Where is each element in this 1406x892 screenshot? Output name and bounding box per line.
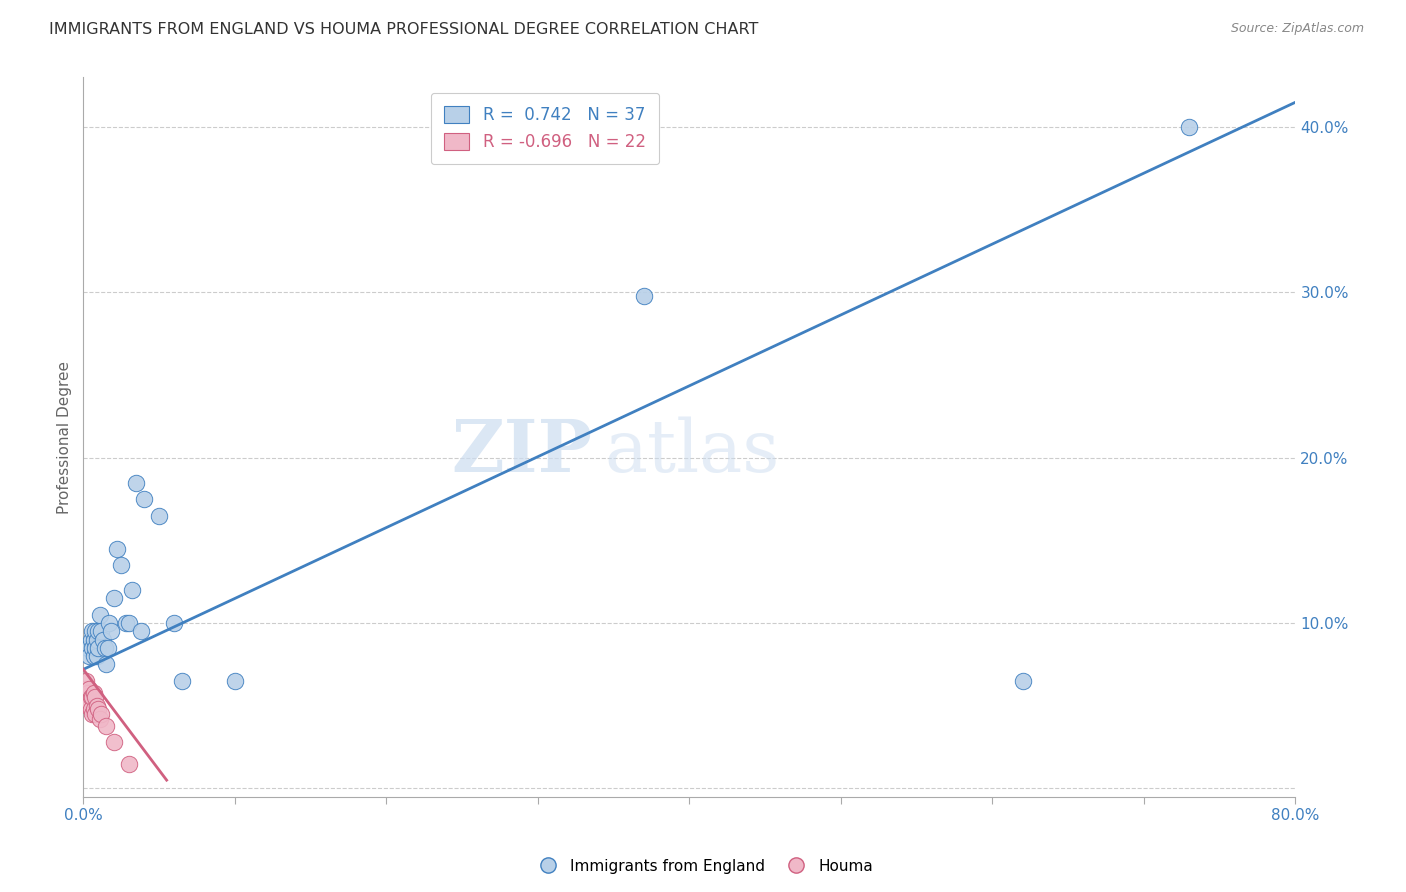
Point (79, 682, 101, 697)
Point (103, 735, 125, 749)
Point (100, 624, 122, 639)
Point (105, 541, 128, 556)
Point (86, 632, 108, 647)
Point (86, 698, 108, 713)
Point (118, 756, 141, 771)
Point (75, 690, 97, 705)
Point (83, 649, 105, 664)
Point (94, 657, 117, 672)
Point (114, 616, 136, 631)
Point (76, 698, 98, 713)
Point (98, 616, 121, 631)
Point (79, 695, 101, 709)
Point (1178, 120, 1201, 134)
Point (83, 685, 105, 699)
Point (163, 616, 186, 631)
Point (87, 624, 110, 639)
Point (170, 673, 193, 688)
Legend: R =  0.742   N = 37, R = -0.696   N = 22: R = 0.742 N = 37, R = -0.696 N = 22 (432, 93, 659, 164)
Point (80, 690, 103, 705)
Point (132, 491, 155, 506)
Point (110, 558, 132, 573)
Point (633, 288, 655, 302)
Point (83, 702, 105, 716)
Point (82, 706, 104, 721)
Point (224, 673, 246, 688)
Point (82, 624, 104, 639)
Point (90, 624, 112, 639)
Y-axis label: Professional Degree: Professional Degree (58, 360, 72, 514)
Point (84, 640, 107, 655)
Point (76, 640, 98, 655)
Point (87, 702, 110, 716)
Point (82, 640, 104, 655)
Point (90, 706, 112, 721)
Point (75, 673, 97, 688)
Text: Source: ZipAtlas.com: Source: ZipAtlas.com (1230, 22, 1364, 36)
Point (96, 640, 118, 655)
Point (83, 632, 105, 647)
Point (118, 616, 141, 631)
Point (87, 640, 110, 655)
Point (1011, 673, 1033, 688)
Point (121, 582, 143, 597)
Point (80, 632, 103, 647)
Point (80, 702, 103, 716)
Text: IMMIGRANTS FROM ENGLAND VS HOUMA PROFESSIONAL DEGREE CORRELATION CHART: IMMIGRANTS FROM ENGLAND VS HOUMA PROFESS… (49, 22, 759, 37)
Point (125, 475, 148, 490)
Point (73, 682, 96, 697)
Text: atlas: atlas (605, 417, 780, 487)
Point (148, 508, 170, 523)
Point (76, 685, 98, 699)
Point (93, 640, 115, 655)
Point (129, 624, 152, 639)
Point (84, 624, 107, 639)
Point (84, 706, 107, 721)
Point (89, 712, 111, 726)
Point (89, 607, 111, 622)
Point (82, 690, 104, 705)
Text: ZIP: ZIP (451, 416, 592, 487)
Point (91, 632, 114, 647)
Point (86, 649, 108, 664)
Legend: Immigrants from England, Houma: Immigrants from England, Houma (526, 853, 880, 880)
Point (94, 718, 117, 732)
Point (84, 690, 107, 705)
Point (79, 649, 101, 664)
Point (103, 591, 125, 606)
